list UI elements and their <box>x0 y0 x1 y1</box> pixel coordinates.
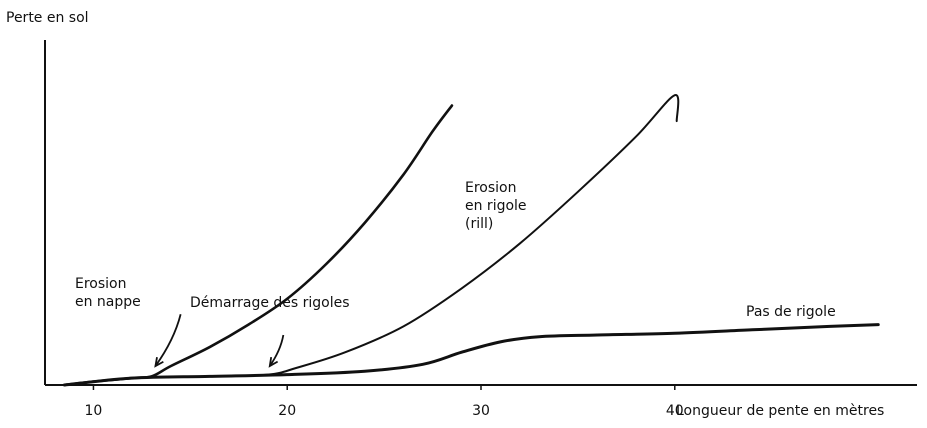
annotation-erosion-nappe: Erosion en nappe <box>75 276 141 310</box>
annotation-line: (rill) <box>465 216 493 232</box>
series-line-2 <box>63 94 680 386</box>
annotation-line: Erosion <box>75 276 126 292</box>
x-tick-label: 30 <box>472 403 490 419</box>
x-ticks: 10 20 30 40 <box>85 385 684 419</box>
annotation-line: Erosion <box>465 180 516 196</box>
y-axis-label: Perte en sol <box>6 10 89 26</box>
annotation-arrow <box>268 334 285 368</box>
x-tick-label: 10 <box>85 403 103 419</box>
x-axis-label: Longueur de pente en mètres <box>676 403 884 419</box>
annotation-demarrage-rigoles: Démarrage des rigoles <box>190 295 350 311</box>
curves <box>62 94 880 387</box>
arrows <box>154 314 285 368</box>
series-line-1 <box>63 104 454 387</box>
series-line-3 <box>62 323 880 387</box>
arrow-head <box>268 356 279 368</box>
annotation-line: Démarrage des rigoles <box>190 295 350 311</box>
annotation-line: Pas de rigole <box>746 304 836 320</box>
x-tick-label: 20 <box>278 403 296 419</box>
annotation-line: en nappe <box>75 294 141 310</box>
annotation-line: en rigole <box>465 198 527 214</box>
arrow-head <box>154 357 164 368</box>
arrow-shaft <box>154 314 182 367</box>
annotation-pas-de-rigole: Pas de rigole <box>746 304 836 320</box>
annotation-erosion-rigole: Erosion en rigole (rill) <box>465 180 527 232</box>
annotation-arrow <box>154 314 182 368</box>
x-tick-label: 40 <box>666 403 684 419</box>
arrow-shaft <box>269 334 285 367</box>
